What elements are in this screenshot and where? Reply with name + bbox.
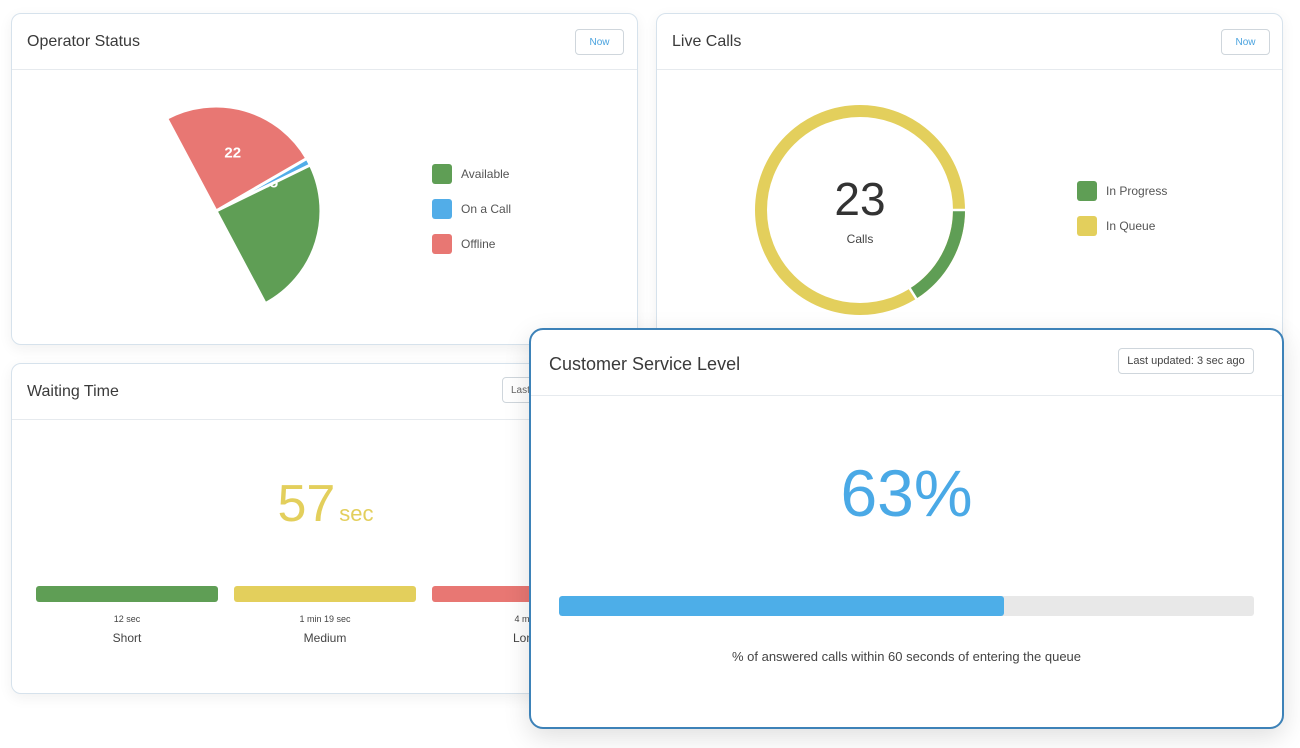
segment-long-value: 4 mi bbox=[514, 614, 532, 624]
legend-item-on-a-call: On a Call bbox=[432, 191, 511, 226]
operator-pie-chart: 452322 bbox=[164, 104, 323, 306]
operator-legend: Available On a Call Offline bbox=[432, 156, 511, 261]
live-calls-card: Live Calls Now 23 Calls In Progress In Q… bbox=[656, 13, 1283, 345]
legend-label: Offline bbox=[461, 236, 496, 251]
segment-short-value: 12 sec bbox=[113, 614, 141, 624]
segment-medium-label: Medium bbox=[303, 631, 347, 645]
legend-label: Available bbox=[461, 166, 510, 181]
pie-slice-value: 22 bbox=[224, 144, 241, 161]
customer-service-level-card: Customer Service Level Last updated: 3 s… bbox=[529, 328, 1284, 729]
segment-short-bar bbox=[36, 586, 218, 602]
last-updated-button[interactable]: Last updated: 3 sec ago bbox=[1118, 348, 1254, 374]
legend-swatch bbox=[432, 163, 452, 184]
segment-medium-value: 1 min 19 sec bbox=[299, 614, 351, 624]
live-calls-header: Live Calls Now bbox=[657, 14, 1282, 70]
legend-item-available: Available bbox=[432, 156, 511, 191]
legend-label: In Queue bbox=[1106, 218, 1156, 233]
waiting-time-unit: sec bbox=[339, 501, 374, 526]
waiting-time-number: 57 bbox=[277, 475, 336, 533]
service-level-header: Customer Service Level Last updated: 3 s… bbox=[531, 330, 1282, 396]
operator-status-card: Operator Status Now 452322 Available On … bbox=[11, 13, 638, 345]
legend-item-offline: Offline bbox=[432, 226, 511, 261]
card-title: Operator Status bbox=[27, 33, 140, 50]
legend-item-in-queue: In Queue bbox=[1077, 208, 1167, 243]
live-calls-total: 23 bbox=[834, 173, 886, 225]
segment-short-label: Short bbox=[112, 631, 142, 645]
now-button[interactable]: Now bbox=[575, 29, 624, 55]
legend-swatch bbox=[432, 198, 452, 219]
legend-label: In Progress bbox=[1106, 183, 1168, 198]
legend-swatch bbox=[1077, 215, 1097, 236]
live-calls-legend: In Progress In Queue bbox=[1077, 173, 1167, 243]
waiting-time-value: 57 sec bbox=[12, 474, 637, 534]
service-level-progress-track bbox=[559, 596, 1254, 616]
card-title: Waiting Time bbox=[27, 383, 119, 400]
now-button[interactable]: Now bbox=[1221, 29, 1270, 55]
segment-medium-bar bbox=[234, 586, 416, 602]
service-level-progress-fill bbox=[559, 596, 1004, 616]
live-calls-total-label: Calls bbox=[846, 232, 874, 246]
live-calls-donut bbox=[755, 105, 966, 315]
card-title: Customer Service Level bbox=[549, 354, 741, 374]
legend-item-in-progress: In Progress bbox=[1077, 173, 1167, 208]
card-title: Live Calls bbox=[672, 33, 742, 50]
segment-long-label: Lon bbox=[512, 631, 534, 645]
operator-status-header: Operator Status Now bbox=[12, 14, 637, 70]
donut-separator bbox=[908, 287, 918, 301]
service-level-note: % of answered calls within 60 seconds of… bbox=[731, 649, 1082, 664]
legend-swatch bbox=[432, 233, 452, 254]
legend-label: On a Call bbox=[461, 201, 512, 216]
pie-slice-offline bbox=[164, 104, 309, 214]
legend-swatch bbox=[1077, 180, 1097, 201]
service-level-percent: 63% bbox=[840, 456, 973, 530]
